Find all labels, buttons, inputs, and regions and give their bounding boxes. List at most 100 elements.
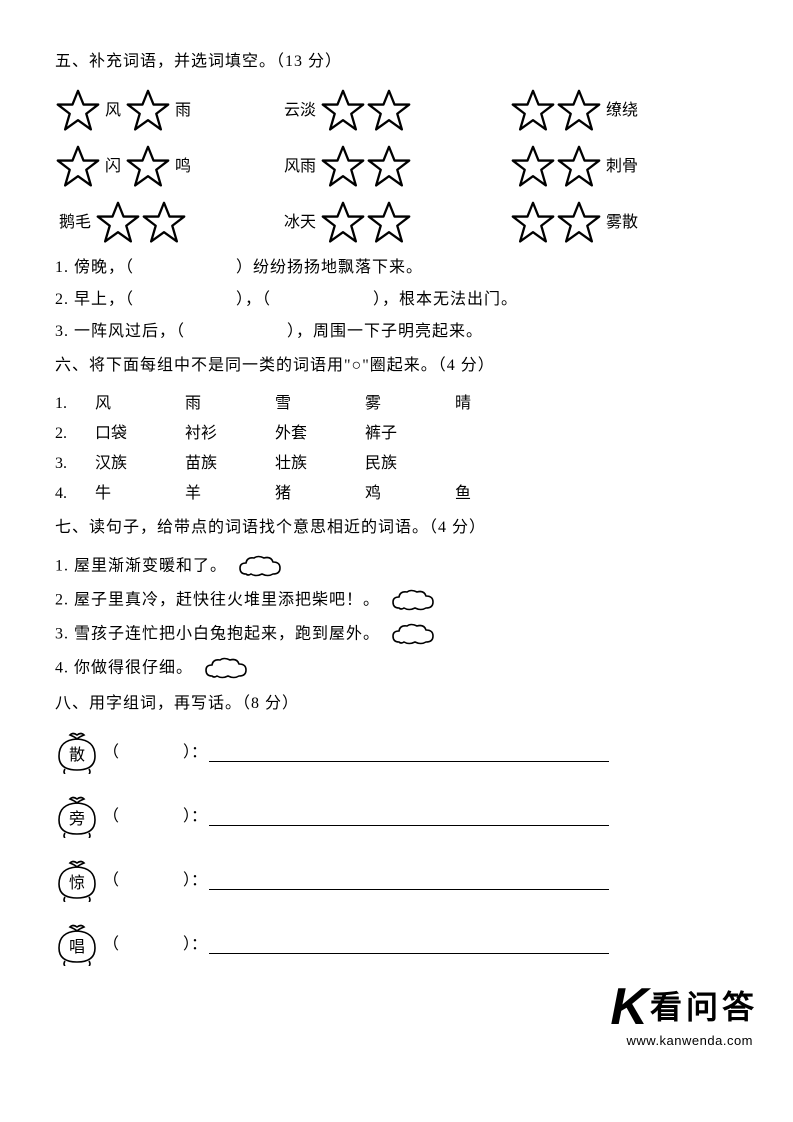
- synonym-line: 4. 你做得很仔细。: [55, 656, 738, 682]
- word[interactable]: 雾: [365, 392, 455, 416]
- row-num: 4.: [55, 482, 95, 506]
- word[interactable]: [455, 422, 545, 446]
- word[interactable]: 鸡: [365, 482, 455, 506]
- idiom-row: 闪 鸣 风雨 刺骨: [55, 144, 738, 190]
- section-6-title: 六、将下面每组中不是同一类的词语用"○"圈起来。（4 分）: [55, 354, 738, 378]
- paren-blank[interactable]: （ ）：: [103, 741, 207, 765]
- cloud-blank-icon[interactable]: [391, 588, 435, 614]
- idiom-group: 冰天: [280, 200, 510, 246]
- idiom-group: 风 雨: [55, 88, 280, 134]
- star-icon[interactable]: [366, 88, 412, 134]
- idiom-char: 云淡: [284, 99, 316, 123]
- row-num: 2.: [55, 422, 95, 446]
- svg-text:唱: 唱: [69, 939, 85, 956]
- idiom-group: 鹅毛: [55, 200, 280, 246]
- word-row: 2. 口袋 衬衫 外套 裤子: [55, 422, 738, 446]
- idiom-group: 雾散: [510, 200, 710, 246]
- word[interactable]: 民族: [365, 452, 455, 476]
- section-5-title: 五、补充词语，并选词填空。（13 分）: [55, 50, 738, 74]
- star-icon[interactable]: [320, 144, 366, 190]
- star-icon[interactable]: [510, 144, 556, 190]
- write-line[interactable]: [209, 936, 609, 954]
- idiom-char: 鸣: [175, 155, 191, 179]
- star-icon[interactable]: [556, 88, 602, 134]
- idiom-char: 冰天: [284, 211, 316, 235]
- word[interactable]: 衬衫: [185, 422, 275, 446]
- cloud-blank-icon[interactable]: [391, 622, 435, 648]
- idiom-char: 鹅毛: [59, 211, 91, 235]
- star-icon[interactable]: [125, 88, 171, 134]
- word[interactable]: 外套: [275, 422, 365, 446]
- star-icon[interactable]: [556, 200, 602, 246]
- word-row: 1. 风 雨 雪 雾 晴: [55, 392, 738, 416]
- cloud-blank-icon[interactable]: [238, 554, 282, 580]
- synonym-line: 2. 屋子里真冷，赶快往火堆里添把柴吧！。: [55, 588, 738, 614]
- star-icon[interactable]: [366, 144, 412, 190]
- write-line[interactable]: [209, 744, 609, 762]
- star-icon[interactable]: [55, 88, 101, 134]
- sentence: 4. 你做得很仔细。: [55, 660, 193, 677]
- star-icon[interactable]: [510, 200, 556, 246]
- sentence: 1. 屋里渐渐变暖和了。: [55, 558, 227, 575]
- idiom-group: 缭绕: [510, 88, 710, 134]
- section-7-title: 七、读句子，给带点的词语找个意思相近的词语。（4 分）: [55, 516, 738, 540]
- word[interactable]: 雪: [275, 392, 365, 416]
- word[interactable]: 牛: [95, 482, 185, 506]
- star-icon[interactable]: [510, 88, 556, 134]
- star-icon[interactable]: [141, 200, 187, 246]
- star-icon[interactable]: [55, 144, 101, 190]
- svg-text:旁: 旁: [69, 810, 85, 828]
- idiom-char: 雨: [175, 99, 191, 123]
- word[interactable]: 晴: [455, 392, 545, 416]
- idiom-char: 风雨: [284, 155, 316, 179]
- idiom-char: 闪: [105, 155, 121, 179]
- row-num: 3.: [55, 452, 95, 476]
- paren-blank[interactable]: （ ）：: [103, 869, 207, 893]
- word-row: 3. 汉族 苗族 壮族 民族: [55, 452, 738, 476]
- write-line[interactable]: [209, 872, 609, 890]
- idiom-char: 刺骨: [606, 155, 638, 179]
- word[interactable]: 鱼: [455, 482, 545, 506]
- idiom-row: 鹅毛 冰天 雾散: [55, 200, 738, 246]
- compose-row: 旁 （ ）：: [55, 796, 738, 838]
- paren-blank[interactable]: （ ）：: [103, 805, 207, 829]
- word[interactable]: 羊: [185, 482, 275, 506]
- idiom-char: 雾散: [606, 211, 638, 235]
- word[interactable]: 猪: [275, 482, 365, 506]
- cloud-blank-icon[interactable]: [204, 656, 248, 682]
- peach-icon: 惊: [55, 860, 99, 902]
- star-icon[interactable]: [95, 200, 141, 246]
- idiom-grid: 风 雨 云淡 缭绕 闪 鸣 风雨: [55, 88, 738, 246]
- word[interactable]: [455, 452, 545, 476]
- word-row: 4. 牛 羊 猪 鸡 鱼: [55, 482, 738, 506]
- word[interactable]: 雨: [185, 392, 275, 416]
- question-line: 1. 傍晚，（ ）纷纷扬扬地飘落下来。: [55, 256, 738, 280]
- word[interactable]: 裤子: [365, 422, 455, 446]
- idiom-char: 风: [105, 99, 121, 123]
- word[interactable]: 壮族: [275, 452, 365, 476]
- star-icon[interactable]: [125, 144, 171, 190]
- word[interactable]: 风: [95, 392, 185, 416]
- idiom-char: 缭绕: [606, 99, 638, 123]
- idiom-group: 风雨: [280, 144, 510, 190]
- watermark-area: K 看问答 www.kanwenda.com: [55, 956, 738, 1046]
- question-line: 3. 一阵风过后，（ ），周围一下子明亮起来。: [55, 320, 738, 344]
- word[interactable]: 口袋: [95, 422, 185, 446]
- section-8-title: 八、用字组词，再写话。（8 分）: [55, 692, 738, 716]
- star-icon[interactable]: [556, 144, 602, 190]
- write-line[interactable]: [209, 808, 609, 826]
- synonym-line: 3. 雪孩子连忙把小白兔抱起来，跑到屋外。: [55, 622, 738, 648]
- word[interactable]: 苗族: [185, 452, 275, 476]
- peach-icon: 散: [55, 732, 99, 774]
- star-icon[interactable]: [320, 200, 366, 246]
- paren-blank[interactable]: （ ）：: [103, 933, 207, 957]
- row-num: 1.: [55, 392, 95, 416]
- star-icon[interactable]: [320, 88, 366, 134]
- synonym-line: 1. 屋里渐渐变暖和了。: [55, 554, 738, 580]
- word[interactable]: 汉族: [95, 452, 185, 476]
- idiom-group: 云淡: [280, 88, 510, 134]
- compose-row: 惊 （ ）：: [55, 860, 738, 902]
- compose-row: 散 （ ）：: [55, 732, 738, 774]
- star-icon[interactable]: [366, 200, 412, 246]
- sentence: 2. 屋子里真冷，赶快往火堆里添把柴吧！。: [55, 592, 380, 609]
